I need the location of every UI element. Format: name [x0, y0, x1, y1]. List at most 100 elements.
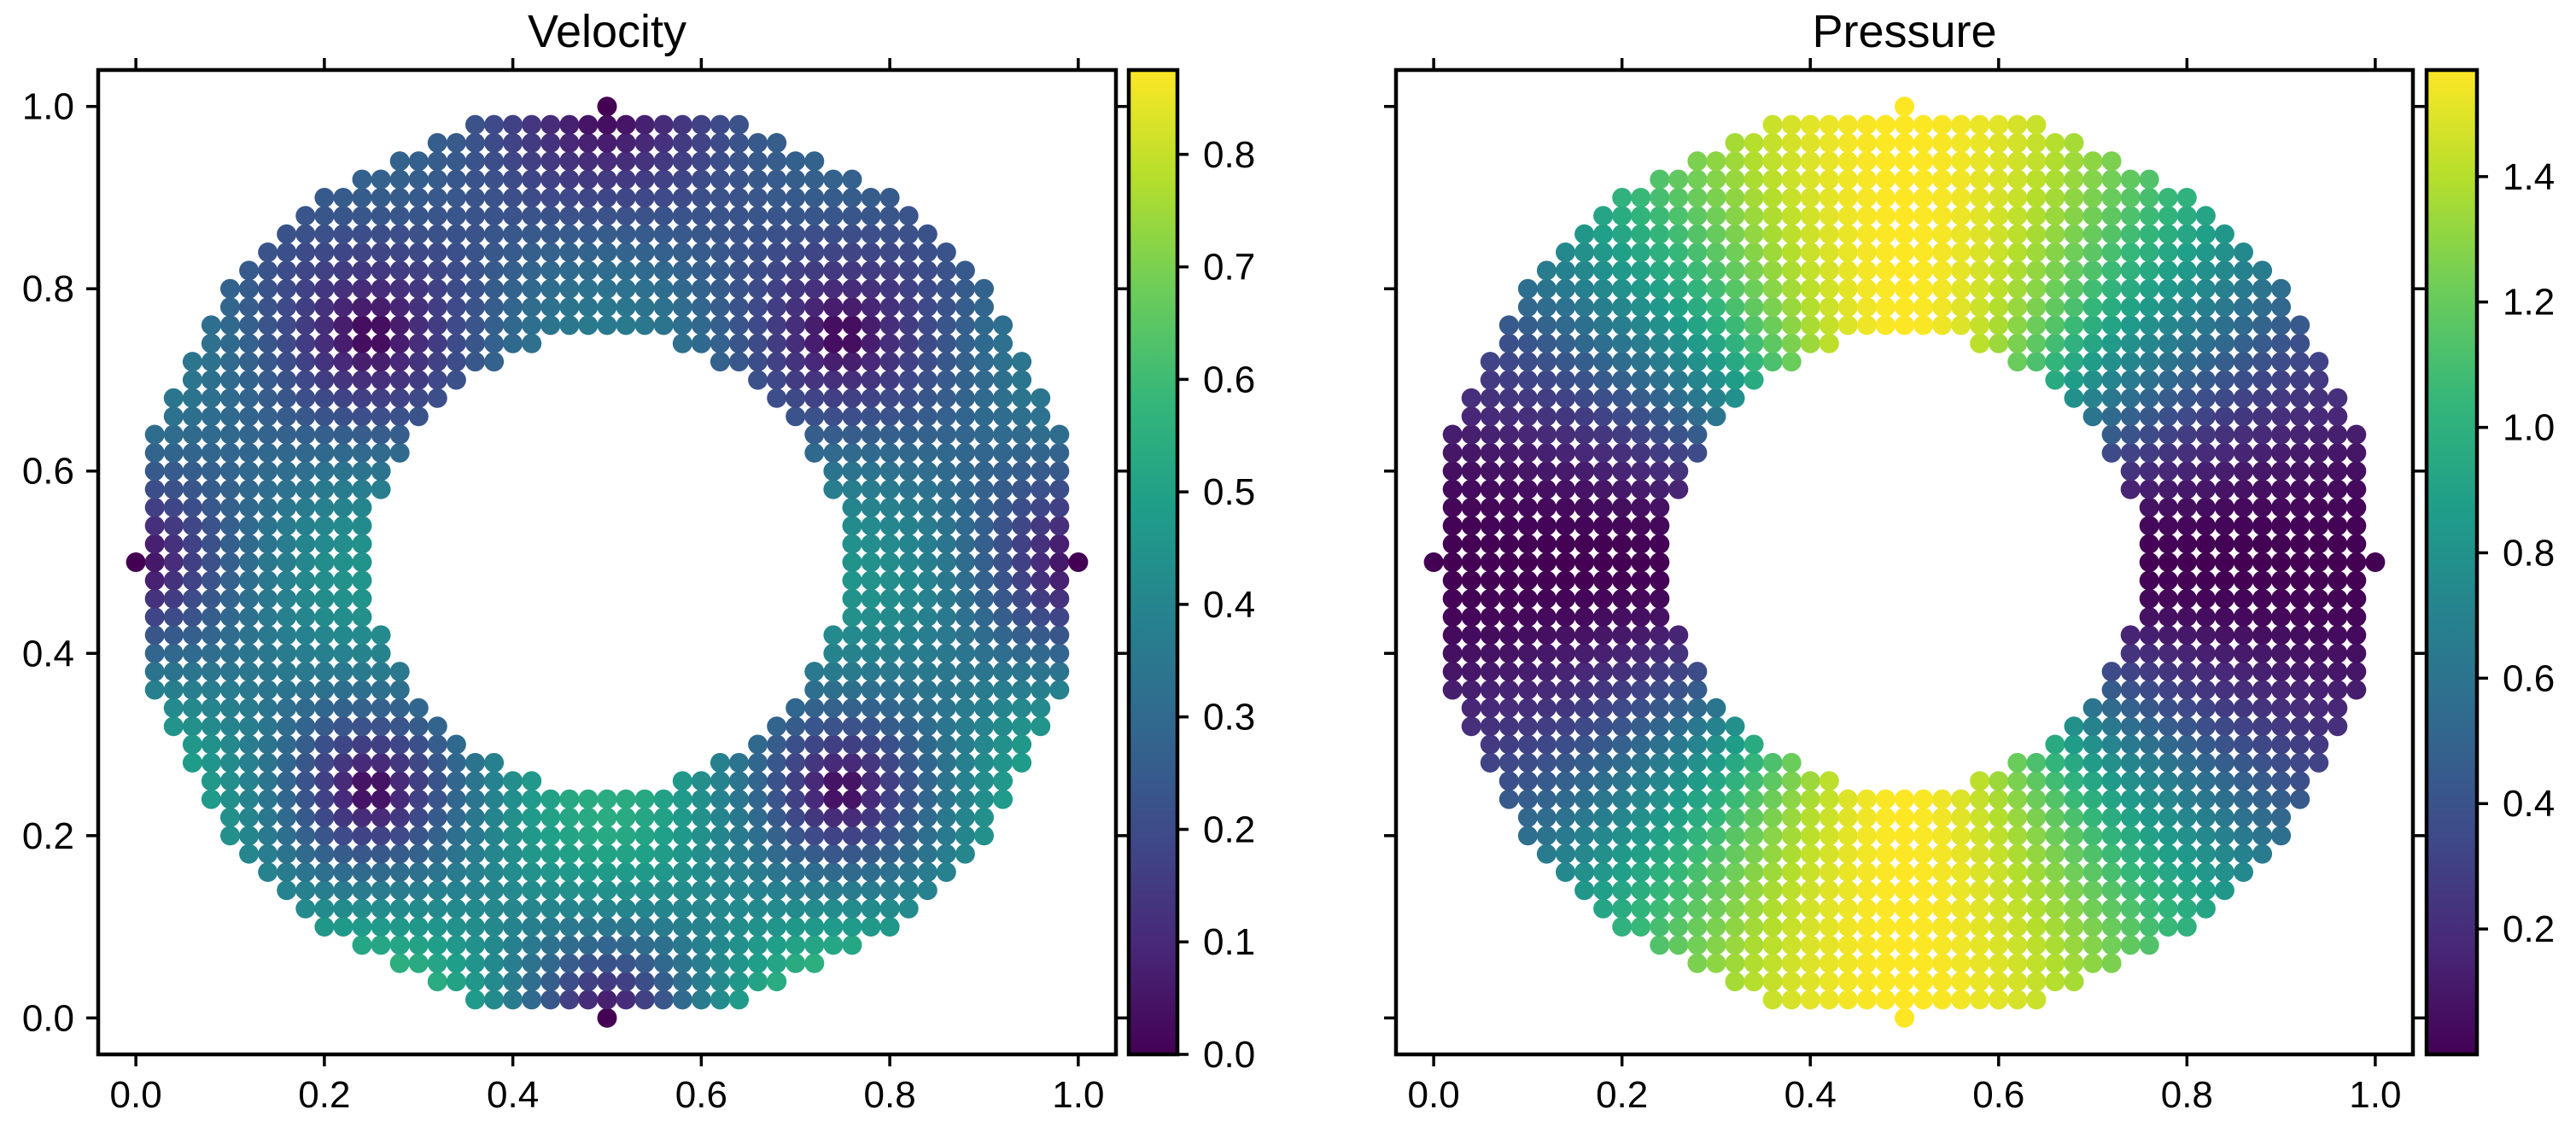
pressure-point: [2026, 972, 2047, 992]
velocity-point: [748, 188, 768, 207]
velocity-point: [559, 917, 580, 937]
velocity-point: [371, 442, 391, 463]
velocity-point: [955, 588, 975, 609]
velocity-point: [1012, 570, 1032, 591]
pressure-point: [1631, 862, 1651, 882]
velocity-point: [295, 442, 316, 463]
velocity-colorbar-tick-label: 0.3: [1203, 697, 1255, 739]
pressure-point: [1593, 260, 1614, 281]
pressure-point: [1951, 953, 1971, 973]
pressure-point: [1725, 807, 1745, 827]
velocity-point: [559, 169, 580, 190]
velocity-point: [804, 406, 825, 427]
velocity-point: [823, 242, 844, 262]
pressure-point: [1687, 206, 1708, 226]
velocity-point: [201, 424, 221, 445]
pressure-point: [1951, 315, 1971, 336]
pressure-point: [2309, 734, 2329, 755]
pressure-point: [1725, 771, 1745, 791]
velocity-point: [201, 442, 221, 463]
pressure-point: [1989, 114, 2009, 135]
velocity-point: [239, 680, 260, 700]
pressure-point: [2176, 260, 2197, 281]
pressure-point: [2214, 826, 2234, 846]
pressure-point: [2252, 260, 2273, 281]
velocity-point: [220, 424, 240, 445]
pressure-point: [2234, 333, 2253, 353]
pressure-point: [2026, 224, 2047, 244]
velocity-point: [842, 260, 862, 281]
velocity-point: [295, 625, 316, 645]
pressure-point: [2328, 680, 2348, 700]
velocity-point: [898, 643, 919, 663]
velocity-point: [616, 132, 636, 153]
pressure-point: [2139, 461, 2159, 482]
pressure-point: [2234, 607, 2253, 628]
velocity-point: [201, 388, 221, 408]
velocity-point: [842, 188, 862, 207]
pressure-point: [1856, 972, 1877, 992]
pressure-point: [2234, 278, 2253, 299]
velocity-point: [277, 570, 297, 591]
pressure-point: [1781, 151, 1802, 172]
pressure-point: [2176, 406, 2197, 427]
pressure-point: [1442, 424, 1463, 445]
pressure-point: [1951, 917, 1971, 937]
velocity-point: [767, 333, 787, 353]
velocity-point: [786, 224, 806, 244]
pressure-point: [1612, 917, 1633, 937]
velocity-point: [277, 278, 297, 299]
velocity-point: [408, 297, 429, 318]
velocity-point: [634, 935, 655, 955]
velocity-point: [239, 662, 260, 682]
velocity-point: [1012, 734, 1032, 755]
pressure-point: [1744, 260, 1764, 281]
velocity-point: [408, 789, 429, 809]
pressure-point: [1819, 862, 1839, 882]
pressure-point: [2271, 352, 2292, 372]
pressure-point: [1593, 643, 1614, 663]
pressure-point: [2120, 406, 2141, 427]
velocity-point: [634, 206, 655, 226]
pressure-point: [1498, 552, 1519, 572]
pressure-point: [1875, 188, 1895, 207]
pressure-point: [2214, 570, 2234, 591]
pressure-point: [2252, 497, 2273, 517]
pressure-point: [2176, 607, 2197, 628]
velocity-point: [352, 333, 372, 353]
pressure-point: [2290, 370, 2310, 390]
pressure-point: [2101, 424, 2122, 445]
pressure-point: [2026, 990, 2047, 1010]
velocity-point: [220, 552, 240, 572]
velocity-point: [804, 771, 825, 791]
pressure-point: [1668, 807, 1689, 827]
pressure-point: [1593, 771, 1614, 791]
pressure-point: [1687, 680, 1708, 700]
velocity-point: [879, 789, 900, 809]
velocity-point: [634, 807, 655, 827]
pressure-point: [2271, 406, 2292, 427]
velocity-point: [861, 297, 881, 318]
pressure-point: [1744, 771, 1764, 791]
pressure-point: [2328, 388, 2348, 408]
velocity-point: [333, 352, 353, 372]
pressure-point: [2158, 497, 2178, 517]
velocity-point: [823, 643, 844, 663]
pressure-colorbar-tick-label: 0.4: [2503, 783, 2555, 825]
velocity-point: [503, 953, 523, 973]
pressure-point: [1895, 935, 1914, 955]
velocity-point: [465, 771, 485, 791]
velocity-point: [634, 114, 655, 135]
pressure-point: [2139, 188, 2159, 207]
pressure-point: [2101, 333, 2122, 353]
pressure-point: [1989, 151, 2009, 172]
velocity-point: [974, 588, 994, 609]
velocity-point: [258, 752, 278, 773]
velocity-point: [389, 297, 410, 318]
velocity-point: [295, 406, 316, 427]
pressure-point: [1744, 752, 1764, 773]
velocity-point: [748, 278, 768, 299]
velocity-point: [786, 880, 806, 901]
pressure-point: [2158, 260, 2178, 281]
